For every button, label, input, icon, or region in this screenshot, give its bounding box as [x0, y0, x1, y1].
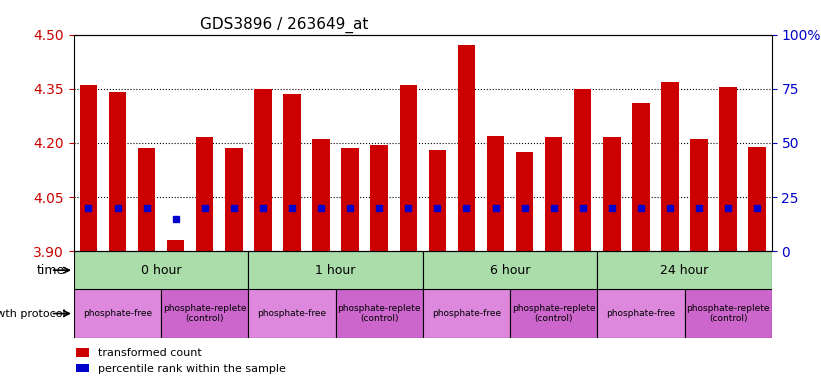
- FancyBboxPatch shape: [161, 289, 248, 338]
- Text: 6 hour: 6 hour: [490, 264, 530, 277]
- FancyBboxPatch shape: [74, 289, 161, 338]
- Bar: [108, 92, 126, 251]
- FancyBboxPatch shape: [685, 289, 772, 338]
- Bar: [749, 147, 766, 251]
- Text: growth protocol: growth protocol: [0, 308, 65, 319]
- Bar: [225, 148, 242, 251]
- Text: phosphate-free: phosphate-free: [258, 309, 327, 318]
- Bar: [283, 94, 300, 251]
- Bar: [545, 137, 562, 251]
- Bar: [516, 152, 534, 251]
- Text: 0 hour: 0 hour: [141, 264, 181, 277]
- Bar: [370, 145, 388, 251]
- Bar: [255, 89, 272, 251]
- FancyBboxPatch shape: [423, 251, 598, 289]
- Bar: [138, 148, 155, 251]
- Bar: [458, 45, 475, 251]
- FancyBboxPatch shape: [598, 251, 772, 289]
- FancyBboxPatch shape: [510, 289, 598, 338]
- Bar: [167, 240, 185, 251]
- Bar: [196, 137, 213, 251]
- Bar: [487, 136, 504, 251]
- Text: phosphate-free: phosphate-free: [432, 309, 501, 318]
- FancyBboxPatch shape: [74, 251, 248, 289]
- Legend: transformed count, percentile rank within the sample: transformed count, percentile rank withi…: [71, 344, 290, 379]
- Bar: [429, 150, 446, 251]
- FancyBboxPatch shape: [423, 289, 510, 338]
- Text: phosphate-free: phosphate-free: [607, 309, 676, 318]
- Bar: [603, 137, 621, 251]
- Bar: [719, 87, 737, 251]
- Bar: [574, 89, 591, 251]
- Text: phosphate-free: phosphate-free: [83, 309, 152, 318]
- Bar: [690, 139, 708, 251]
- Text: 24 hour: 24 hour: [660, 264, 709, 277]
- Bar: [632, 103, 649, 251]
- Bar: [400, 85, 417, 251]
- Text: phosphate-replete
(control): phosphate-replete (control): [686, 304, 770, 323]
- Bar: [661, 81, 679, 251]
- Bar: [80, 85, 97, 251]
- Bar: [342, 148, 359, 251]
- Text: GDS3896 / 263649_at: GDS3896 / 263649_at: [200, 17, 368, 33]
- Text: phosphate-replete
(control): phosphate-replete (control): [163, 304, 246, 323]
- FancyBboxPatch shape: [598, 289, 685, 338]
- Text: phosphate-replete
(control): phosphate-replete (control): [337, 304, 421, 323]
- Text: phosphate-replete
(control): phosphate-replete (control): [512, 304, 595, 323]
- Text: time: time: [37, 264, 65, 277]
- FancyBboxPatch shape: [336, 289, 423, 338]
- Bar: [312, 139, 330, 251]
- FancyBboxPatch shape: [248, 289, 336, 338]
- FancyBboxPatch shape: [248, 251, 423, 289]
- Text: 1 hour: 1 hour: [315, 264, 355, 277]
